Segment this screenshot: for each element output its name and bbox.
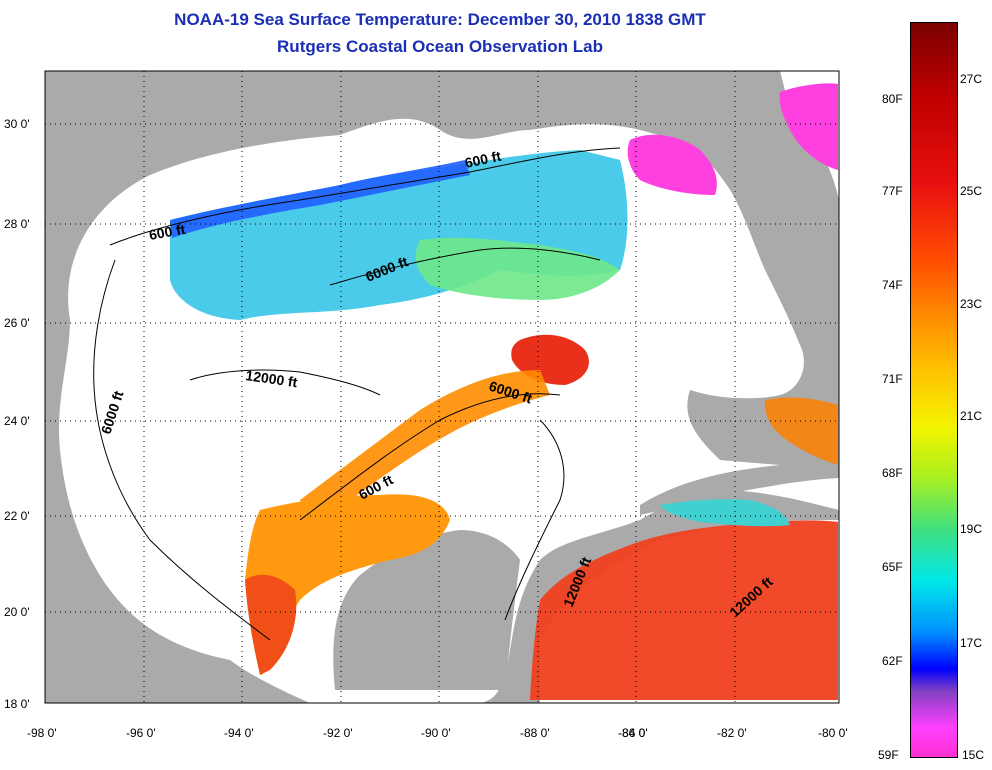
x-tick-label: -80 0' xyxy=(818,726,848,740)
title-line-2: Rutgers Coastal Ocean Observation Lab xyxy=(277,37,603,56)
y-tick-label: 24 0' xyxy=(4,414,30,428)
sst-patch-cuba-cool xyxy=(660,499,790,527)
colorbar-label-f: 65F xyxy=(882,560,903,574)
sst-patch-orange-band xyxy=(300,370,550,530)
graticule xyxy=(45,71,839,703)
colorbar-label-f: 62F xyxy=(882,654,903,668)
colorbar-label-c: 21C xyxy=(960,409,983,423)
y-tick-label: 22 0' xyxy=(4,509,30,523)
x-tick-label: -96 0' xyxy=(126,726,156,740)
contour-label: 600 ft xyxy=(463,148,502,171)
y-tick-label: 26 0' xyxy=(4,316,30,330)
colorbar-label-c: 19C xyxy=(960,522,983,536)
x-tick-label: -98 0' xyxy=(27,726,57,740)
colorbar xyxy=(910,22,958,758)
x-tick-label: -86 0' xyxy=(618,726,648,740)
sst-patch-keys-warm xyxy=(764,397,838,465)
colorbar-label-f: 77F xyxy=(882,184,903,198)
colorbar-label-c: 27C xyxy=(960,72,983,86)
x-tick-label: -90 0' xyxy=(421,726,451,740)
colorbar-label-f: 59F xyxy=(878,748,899,762)
colorbar-label-c: 15C xyxy=(962,748,985,762)
colorbar-label-c: 23C xyxy=(960,297,983,311)
colorbar-label-c: 25C xyxy=(960,184,983,198)
colorbar-label-f: 80F xyxy=(882,92,903,106)
y-tick-label: 30 0' xyxy=(4,117,30,131)
contour-label: 12000 ft xyxy=(245,367,299,390)
y-tick-label: 18 0' xyxy=(4,697,30,711)
colorbar-label-c: 17C xyxy=(960,636,983,650)
x-tick-label: -94 0' xyxy=(224,726,254,740)
sst-patch-cool-north xyxy=(170,150,628,320)
colorbar-label-f: 71F xyxy=(882,372,903,386)
sst-patch-magenta-atlantic xyxy=(779,83,838,170)
contour-label: 600 ft xyxy=(148,221,187,243)
yucatan-land xyxy=(333,530,520,690)
sst-patch-red-bay xyxy=(245,574,297,675)
colorbar-label-f: 68F xyxy=(882,466,903,480)
x-tick-label: -88 0' xyxy=(520,726,550,740)
title-line-1: NOAA-19 Sea Surface Temperature: Decembe… xyxy=(174,10,706,29)
sst-patch-blue-north xyxy=(170,160,470,238)
y-tick-label: 20 0' xyxy=(4,605,30,619)
sst-patch-orange-bay xyxy=(245,494,450,675)
x-tick-label: -92 0' xyxy=(323,726,353,740)
x-tick-label: -82 0' xyxy=(717,726,747,740)
sst-patch-magenta-ne xyxy=(627,134,717,195)
colorbar-label-f: 74F xyxy=(882,278,903,292)
depth-contours xyxy=(93,147,621,641)
x-tick-label: -84 0' xyxy=(618,726,648,740)
y-tick-label: 28 0' xyxy=(4,217,30,231)
florida-land xyxy=(698,102,839,395)
map-frame xyxy=(44,70,840,704)
sst-patch-caribbean-warm xyxy=(530,520,838,700)
